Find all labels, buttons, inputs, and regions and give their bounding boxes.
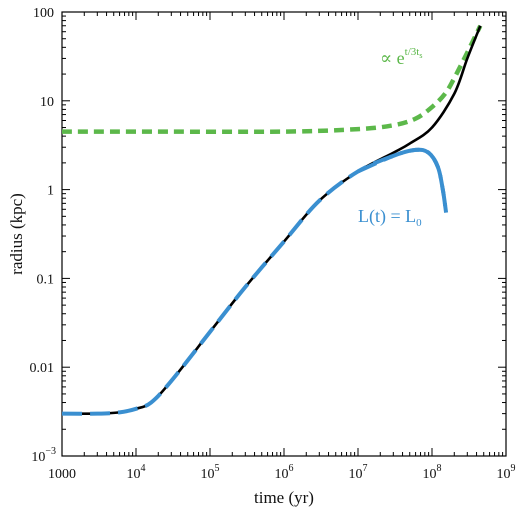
y-tick-label: 0.01 xyxy=(30,361,55,376)
y-tick-label: 10−3 xyxy=(31,446,56,465)
y-tick-label: 100 xyxy=(33,6,54,21)
x-tick-label: 106 xyxy=(275,463,294,482)
series-line-green-dashed xyxy=(61,24,483,135)
x-tick-label: 1000 xyxy=(48,467,76,482)
y-axis-title: radius (kpc) xyxy=(7,193,26,275)
x-tick-label: 105 xyxy=(201,463,220,482)
y-tick-label: 1 xyxy=(47,184,54,199)
series-line-blue-dashed-overlay xyxy=(357,147,449,213)
y-tick-label: 10 xyxy=(40,95,54,110)
plot-frame xyxy=(61,11,507,457)
series-line-blue-dashed xyxy=(61,147,449,416)
annotation-exponential: ∝ et/3ts xyxy=(380,46,422,68)
tick-labels-layer: 1000 104 105 106 107 108 109 10−3 0.01 0.1 1 10 100 xyxy=(30,6,516,482)
y-tick-label: 0.1 xyxy=(37,272,55,287)
x-axis-title: time (yr) xyxy=(254,488,314,507)
annotation-luminosity: L(t) = L0 xyxy=(358,206,422,229)
x-tick-label: 108 xyxy=(423,463,442,482)
series-layer xyxy=(61,24,483,416)
ticks-layer xyxy=(61,11,507,457)
x-tick-label: 104 xyxy=(127,463,146,482)
x-tick-label: 109 xyxy=(497,463,516,482)
x-tick-label: 107 xyxy=(349,463,368,482)
